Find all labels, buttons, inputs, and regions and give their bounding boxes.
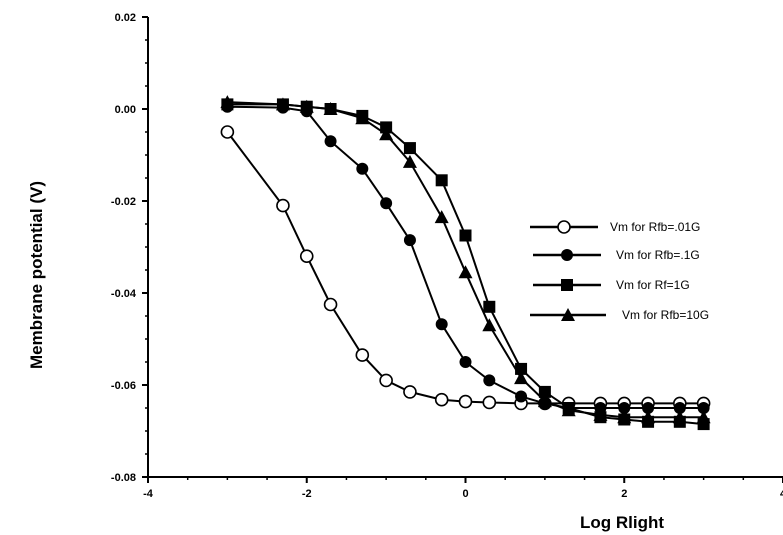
data-point bbox=[299, 249, 314, 264]
x-tick-label: -4 bbox=[143, 488, 154, 500]
data-point bbox=[379, 373, 393, 388]
legend-item: Vm for Rfb=.1G bbox=[533, 248, 700, 262]
data-point bbox=[672, 410, 687, 424]
axis-ticks: 0.02 0.00 -0.02 -0.04 -0.06 -0.08 -4 -2 0 2 4 bbox=[111, 12, 783, 500]
y-tick-label: 0.00 bbox=[115, 104, 136, 116]
x-axis-title: Log Rlight bbox=[580, 513, 664, 532]
data-point bbox=[514, 371, 529, 385]
data-point bbox=[696, 410, 711, 424]
data-point bbox=[515, 390, 528, 403]
legend-label: Vm for Rfb=10G bbox=[622, 308, 709, 322]
data-point bbox=[355, 348, 370, 362]
data-point bbox=[618, 402, 631, 414]
data-point bbox=[537, 394, 552, 408]
legend: Vm for Rfb=.01G Vm for Rfb=.1G Vm for Rf=1… bbox=[530, 220, 709, 322]
series-line bbox=[227, 103, 704, 426]
data-point bbox=[458, 394, 473, 409]
data-point bbox=[459, 356, 472, 368]
legend-item: Vm for Rfb=.01G bbox=[530, 220, 700, 234]
data-point bbox=[220, 95, 235, 109]
data-point bbox=[356, 162, 369, 175]
data-point bbox=[697, 402, 710, 414]
data-point bbox=[403, 385, 417, 399]
data-point bbox=[673, 402, 686, 414]
series-line bbox=[227, 101, 704, 419]
y-tick-label: -0.02 bbox=[111, 196, 136, 208]
data-point bbox=[482, 318, 497, 332]
legend-label: Vm for Rf=1G bbox=[616, 278, 690, 292]
data-point bbox=[617, 410, 632, 424]
legend-item: Vm for Rf=1G bbox=[533, 278, 690, 292]
data-point bbox=[483, 374, 496, 387]
x-tick-label: -2 bbox=[302, 488, 312, 500]
y-tick-label: -0.04 bbox=[111, 288, 137, 300]
legend-label: Vm for Rfb=.01G bbox=[610, 220, 700, 234]
legend-marker bbox=[561, 308, 575, 321]
data-point bbox=[459, 229, 472, 242]
legend-marker bbox=[561, 249, 573, 261]
data-point bbox=[299, 99, 314, 113]
legend-label: Vm for Rfb=.1G bbox=[616, 248, 700, 262]
series-3 bbox=[221, 98, 710, 431]
x-tick-label: 0 bbox=[462, 488, 468, 500]
y-tick-label: 0.02 bbox=[115, 12, 136, 24]
y-axis-title: Membrane potential (V) bbox=[27, 181, 46, 369]
data-point bbox=[379, 127, 394, 141]
data-point bbox=[402, 154, 417, 168]
x-tick-label: 2 bbox=[621, 488, 627, 500]
data-point bbox=[275, 97, 290, 111]
data-point bbox=[276, 198, 290, 213]
data-point bbox=[458, 265, 473, 279]
data-point bbox=[561, 403, 576, 417]
data-point bbox=[641, 410, 656, 424]
series-2 bbox=[221, 100, 710, 414]
x-tick-label: 4 bbox=[780, 488, 783, 500]
data-point bbox=[403, 234, 416, 247]
data-point bbox=[323, 102, 338, 115]
legend-item: Vm for Rfb=10G bbox=[530, 308, 709, 322]
data-point bbox=[355, 111, 370, 125]
y-tick-label: -0.08 bbox=[111, 472, 136, 484]
data-point bbox=[483, 300, 496, 313]
data-point bbox=[482, 395, 497, 410]
data-point bbox=[435, 318, 448, 331]
data-point bbox=[323, 297, 338, 312]
legend-marker bbox=[557, 220, 571, 234]
data-point bbox=[434, 392, 449, 407]
data-point bbox=[220, 125, 235, 139]
legend-marker bbox=[561, 279, 573, 291]
y-tick-label: -0.06 bbox=[111, 380, 136, 392]
data-point bbox=[403, 142, 416, 155]
data-point bbox=[642, 402, 655, 414]
data-point bbox=[380, 197, 393, 210]
data-point bbox=[538, 385, 551, 398]
series-4 bbox=[220, 95, 711, 424]
data-point bbox=[435, 174, 448, 187]
data-point bbox=[434, 210, 449, 224]
data-point bbox=[324, 135, 337, 148]
data-point bbox=[593, 407, 608, 421]
series-layer bbox=[220, 95, 711, 431]
